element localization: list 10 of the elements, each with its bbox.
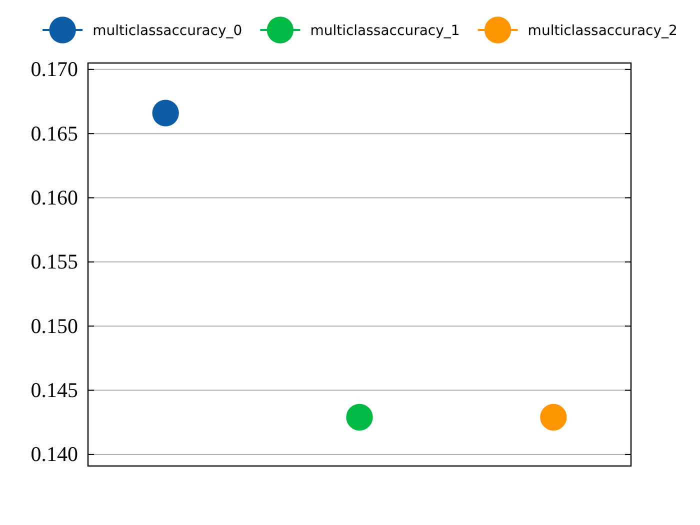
y-tick-label: 0.145	[30, 378, 78, 402]
y-tick-label: 0.170	[30, 57, 78, 82]
y-tick-label: 0.140	[30, 442, 78, 466]
legend-label: multiclassaccuracy_2	[528, 22, 678, 39]
legend-label: multiclassaccuracy_1	[310, 22, 460, 39]
legend-label: multiclassaccuracy_0	[92, 22, 242, 39]
y-tick-label: 0.150	[30, 314, 78, 338]
y-tick-label: 0.160	[30, 185, 78, 210]
y-tick-label: 0.165	[30, 121, 78, 146]
y-tick-label: 0.155	[30, 250, 78, 274]
